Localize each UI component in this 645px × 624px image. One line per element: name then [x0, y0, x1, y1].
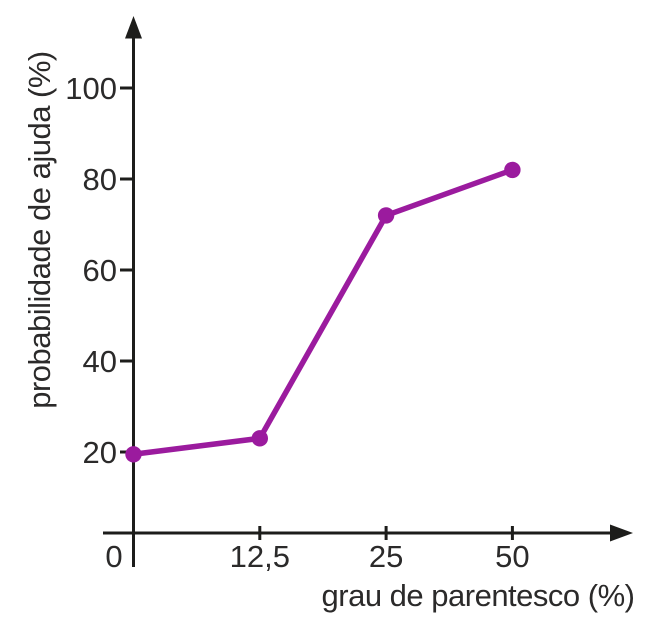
y-tick-label: 80	[83, 162, 117, 197]
y-tick-label: 100	[65, 71, 117, 106]
y-axis-arrowhead-icon	[125, 16, 142, 39]
data-point	[504, 161, 521, 179]
x-tick-label: 25	[369, 539, 403, 574]
x-axis-arrowhead-icon	[610, 524, 633, 542]
x-tick-label: 12,5	[230, 539, 290, 574]
y-tick-label: 60	[83, 253, 117, 288]
x-axis-title: grau de parentesco (%)	[321, 578, 635, 613]
y-tick-label: 40	[83, 344, 117, 379]
data-point	[125, 446, 142, 463]
data-point	[251, 430, 268, 447]
x-tick-label: 50	[495, 539, 529, 574]
y-axis-title: probabilidade de ajuda (%)	[22, 51, 57, 409]
y-tick-label: 20	[83, 435, 117, 470]
x-tick-label: 0	[105, 539, 122, 574]
series-line	[130, 167, 516, 458]
data-point	[377, 207, 395, 224]
